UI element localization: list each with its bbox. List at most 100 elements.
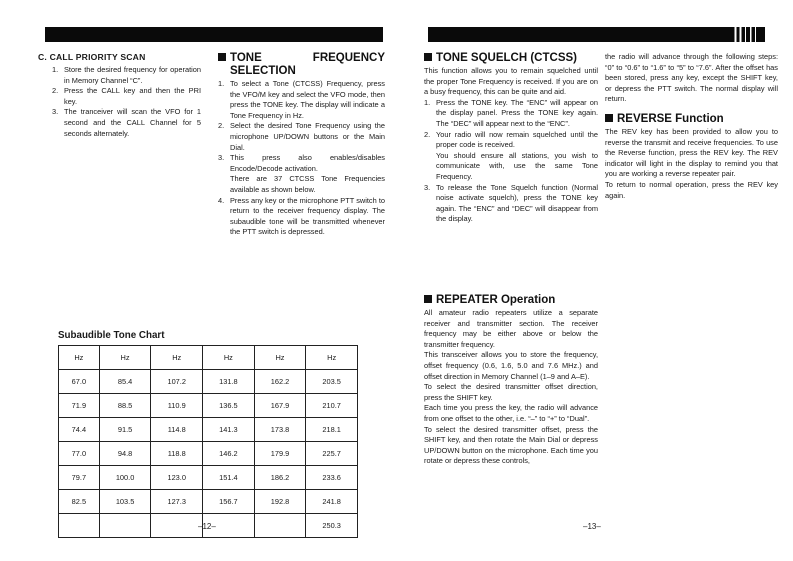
tone-cell: 186.2	[253, 465, 307, 490]
step-text: The tranceiver will scan the VFO for 1 s…	[64, 107, 201, 138]
square-bullet-icon	[605, 113, 613, 122]
tone-cell: 250.3	[305, 513, 358, 538]
tone-cell: 156.7	[202, 489, 255, 514]
tone-cell: 233.6	[305, 465, 358, 490]
step-text: Press the CALL key and then the PRI key.	[64, 86, 201, 106]
step-item: 2. Select the desired Tone Frequency usin…	[218, 121, 385, 153]
table-header-row: Hz Hz Hz Hz Hz Hz	[58, 345, 358, 370]
paragraph: The REV key has been provided to allow y…	[605, 126, 778, 179]
tone-chart-table: Hz Hz Hz Hz Hz Hz 67.0 85.4 107.2 131.8 162.2 203.5…	[58, 345, 358, 538]
tone-cell: 127.3	[150, 489, 204, 514]
tone-cell: 146.2	[202, 441, 255, 466]
step-number: 2.	[218, 121, 225, 131]
step-number: 3.	[424, 182, 431, 192]
reverse-section: the radio will advance through the follo…	[605, 52, 778, 201]
tone-cell: 88.5	[98, 393, 152, 418]
tone-frequency-section: TONE FREQUENCY SELECTION 1. To select a T…	[218, 52, 385, 238]
step-item: 4. Press any key or the microphone PTT sw…	[218, 196, 385, 238]
paragraph: Each time you press the key, the radio w…	[424, 403, 598, 423]
repeater-continued-paragraph: the radio will advance through the follo…	[605, 52, 778, 104]
table-row: 67.0 85.4 107.2 131.8 162.2 203.5	[58, 369, 358, 394]
steps-list: 1. Press the TONE key. The “ENC” will app…	[424, 98, 598, 225]
tone-cell: 241.8	[305, 489, 358, 514]
table-row: 79.7 100.0 123.0 151.4 186.2 233.6	[58, 465, 358, 490]
tone-cell	[253, 513, 307, 538]
step-item: 2. Your radio will now remain squelched u…	[424, 130, 598, 183]
column-header: Hz	[58, 345, 100, 370]
tone-cell: 110.9	[150, 393, 204, 418]
tone-cell: 225.7	[305, 441, 358, 466]
page-number-left: –12–	[198, 522, 216, 531]
header-bar-right	[428, 27, 765, 42]
step-text: To select a Tone (CTCSS) Frequency, pres…	[230, 79, 385, 120]
column-header: Hz	[98, 345, 152, 370]
step-text: Select the desired Tone Frequency using …	[230, 121, 385, 152]
step-note: There are 37 CTCSS Tone Frequencies avai…	[230, 174, 385, 194]
step-item: 3. The tranceiver will scan the VFO for 1…	[52, 107, 201, 139]
heading-text: REVERSE Function	[617, 112, 724, 125]
step-number: 2.	[424, 129, 431, 139]
steps-list: 1. To select a Tone (CTCSS) Frequency, pr…	[218, 79, 385, 238]
tone-cell: 218.1	[305, 417, 358, 442]
column-header: Hz	[305, 345, 358, 370]
table-row: 82.5 103.5 127.3 156.7 192.8 241.8	[58, 489, 358, 514]
intro-paragraph: This function allows you to remain squel…	[424, 66, 598, 97]
section-heading: C. CALL PRIORITY SCAN	[38, 52, 146, 62]
table-row: 250.3	[58, 513, 358, 538]
paragraph: This transceiver allows you to store the…	[424, 350, 598, 381]
column-header: Hz	[202, 345, 255, 370]
tone-cell: 136.5	[202, 393, 255, 418]
tone-squelch-section: TONE SQUELCH (CTCSS) This function allow…	[424, 52, 598, 225]
step-note: You should ensure all stations, you wish…	[436, 150, 598, 181]
step-text: Your radio will now remain squelched unt…	[436, 129, 598, 150]
tone-cell: 71.9	[58, 393, 100, 418]
square-bullet-icon	[424, 53, 432, 61]
tone-cell: 141.3	[202, 417, 255, 442]
step-item: 3. This press also enables/disables Encod…	[218, 153, 385, 195]
tone-cell: 114.8	[150, 417, 204, 442]
call-priority-scan-section: C. CALL PRIORITY SCAN 1. Store the desire…	[38, 52, 201, 139]
section-heading: TONE FREQUENCY SELECTION	[218, 52, 385, 78]
tone-cell: 151.4	[202, 465, 255, 490]
step-number: 4.	[218, 195, 225, 205]
heading-text: REPEATER Operation	[436, 294, 556, 306]
step-item: 1. To select a Tone (CTCSS) Frequency, pr…	[218, 79, 385, 121]
tone-cell: 192.8	[253, 489, 307, 514]
tone-cell: 103.5	[98, 489, 152, 514]
column-header: Hz	[150, 345, 204, 370]
step-item: 1. Store the desired frequency for operat…	[52, 65, 201, 86]
steps-list: 1. Store the desired frequency for operat…	[38, 65, 201, 139]
tone-cell	[150, 513, 204, 538]
step-number: 3.	[52, 107, 59, 117]
tone-cell: 210.7	[305, 393, 358, 418]
step-text: To release the Tone Squelch function (No…	[436, 182, 598, 224]
tone-cell: 91.5	[98, 417, 152, 442]
column-header: Hz	[253, 345, 307, 370]
tone-cell: 179.9	[253, 441, 307, 466]
page-number-right: –13–	[583, 522, 601, 531]
header-bar-left	[45, 27, 383, 42]
section-heading: REVERSE Function	[605, 113, 778, 126]
section-heading: REPEATER Operation	[424, 294, 598, 307]
repeater-section: REPEATER Operation All amateur radio rep…	[424, 294, 598, 467]
step-text: Store the desired frequency for operatio…	[64, 65, 201, 85]
step-text: Press the TONE key. The “ENC” will appea…	[436, 97, 598, 128]
tone-cell: 167.9	[253, 393, 307, 418]
step-text: Press any key or the microphone PTT swit…	[230, 195, 385, 237]
heading-text: TONE FREQUENCY SELECTION	[230, 52, 385, 77]
step-number: 1.	[424, 97, 431, 107]
tone-cell: 94.8	[98, 441, 152, 466]
step-item: 1. Press the TONE key. The “ENC” will app…	[424, 98, 598, 130]
tone-cell	[58, 513, 100, 538]
tone-cell: 82.5	[58, 489, 100, 514]
tone-cell: 85.4	[98, 369, 152, 394]
square-bullet-icon	[218, 53, 226, 61]
paragraph: To select the desired transmitter offset…	[424, 424, 598, 466]
tone-chart-title: Subaudible Tone Chart	[58, 330, 165, 341]
tone-cell: 77.0	[58, 441, 100, 466]
paragraph: To return to normal operation, press the…	[605, 179, 778, 200]
tone-cell: 118.8	[150, 441, 204, 466]
tone-cell: 203.5	[305, 369, 358, 394]
tone-cell: 74.4	[58, 417, 100, 442]
paragraph: All amateur radio repeaters utilize a se…	[424, 308, 598, 349]
